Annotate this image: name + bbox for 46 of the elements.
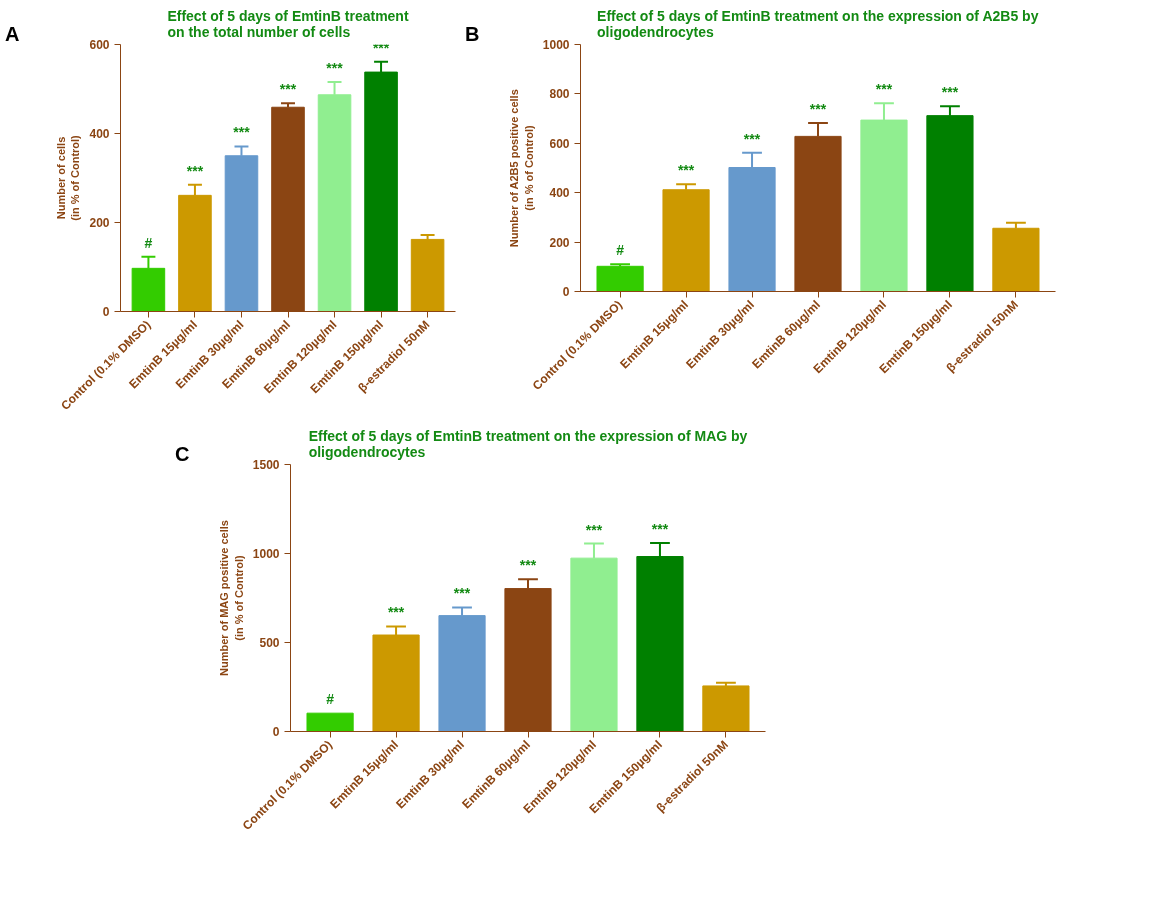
annotation: *** — [519, 557, 537, 574]
annotation: *** — [941, 84, 959, 101]
annotation: *** — [186, 162, 204, 179]
annotation: *** — [677, 162, 695, 179]
y-axis-title: Number of A2B5 positive cells (in % of Control) — [508, 89, 535, 248]
chart-title: Effect of 5 days of EmtinB treatment on the total number of cells — [167, 7, 409, 40]
y-tick-label: 1000 — [542, 38, 570, 52]
y-tick-label: 1500 — [252, 458, 280, 472]
annotation: # — [616, 242, 625, 259]
annotation: *** — [279, 81, 297, 98]
y-tick-label: 600 — [89, 38, 110, 52]
y-tick-label: 500 — [259, 636, 280, 650]
chart-title: Effect of 5 days of EmtinB treatment on the expression of MAG by oligodendrocytes — [308, 427, 748, 460]
y-tick-label: 200 — [549, 235, 570, 250]
y-tick-label: 1000 — [252, 547, 280, 561]
chart-title: Effect of 5 days of EmtinB treatment on the expression of A2B5 by oligodendrocytes — [597, 7, 1039, 40]
bar — [596, 265, 644, 292]
annotation: *** — [651, 521, 669, 537]
annotation: *** — [809, 101, 827, 118]
annotation: *** — [743, 130, 761, 147]
y-tick-label: 600 — [549, 136, 570, 151]
bar — [992, 227, 1040, 292]
y-axis-title: Number of MAG positive cells (in % of Control) — [218, 520, 245, 676]
text: A — [5, 22, 20, 47]
annotation: *** — [875, 81, 893, 98]
annotation: # — [144, 234, 153, 251]
bar — [410, 238, 445, 312]
annotation: *** — [387, 604, 405, 621]
annotation: *** — [585, 521, 603, 538]
annotation: # — [326, 691, 335, 708]
y-tick-label: 0 — [562, 285, 570, 299]
y-tick-label: 200 — [89, 216, 110, 230]
annotation: *** — [326, 59, 344, 76]
bar — [306, 712, 354, 732]
annotation: *** — [453, 585, 471, 602]
y-tick-label: 800 — [549, 87, 570, 102]
annotation: *** — [233, 124, 251, 141]
bar — [662, 189, 710, 292]
y-tick-label: 400 — [89, 127, 110, 141]
bar — [702, 685, 750, 732]
y-tick-label: 400 — [549, 186, 570, 201]
text: C — [175, 442, 190, 467]
y-tick-label: 0 — [272, 725, 280, 739]
y-tick-label: 0 — [102, 305, 110, 319]
y-axis-title: Number of cells (in % of Control) — [55, 134, 82, 221]
text: B — [465, 22, 480, 47]
